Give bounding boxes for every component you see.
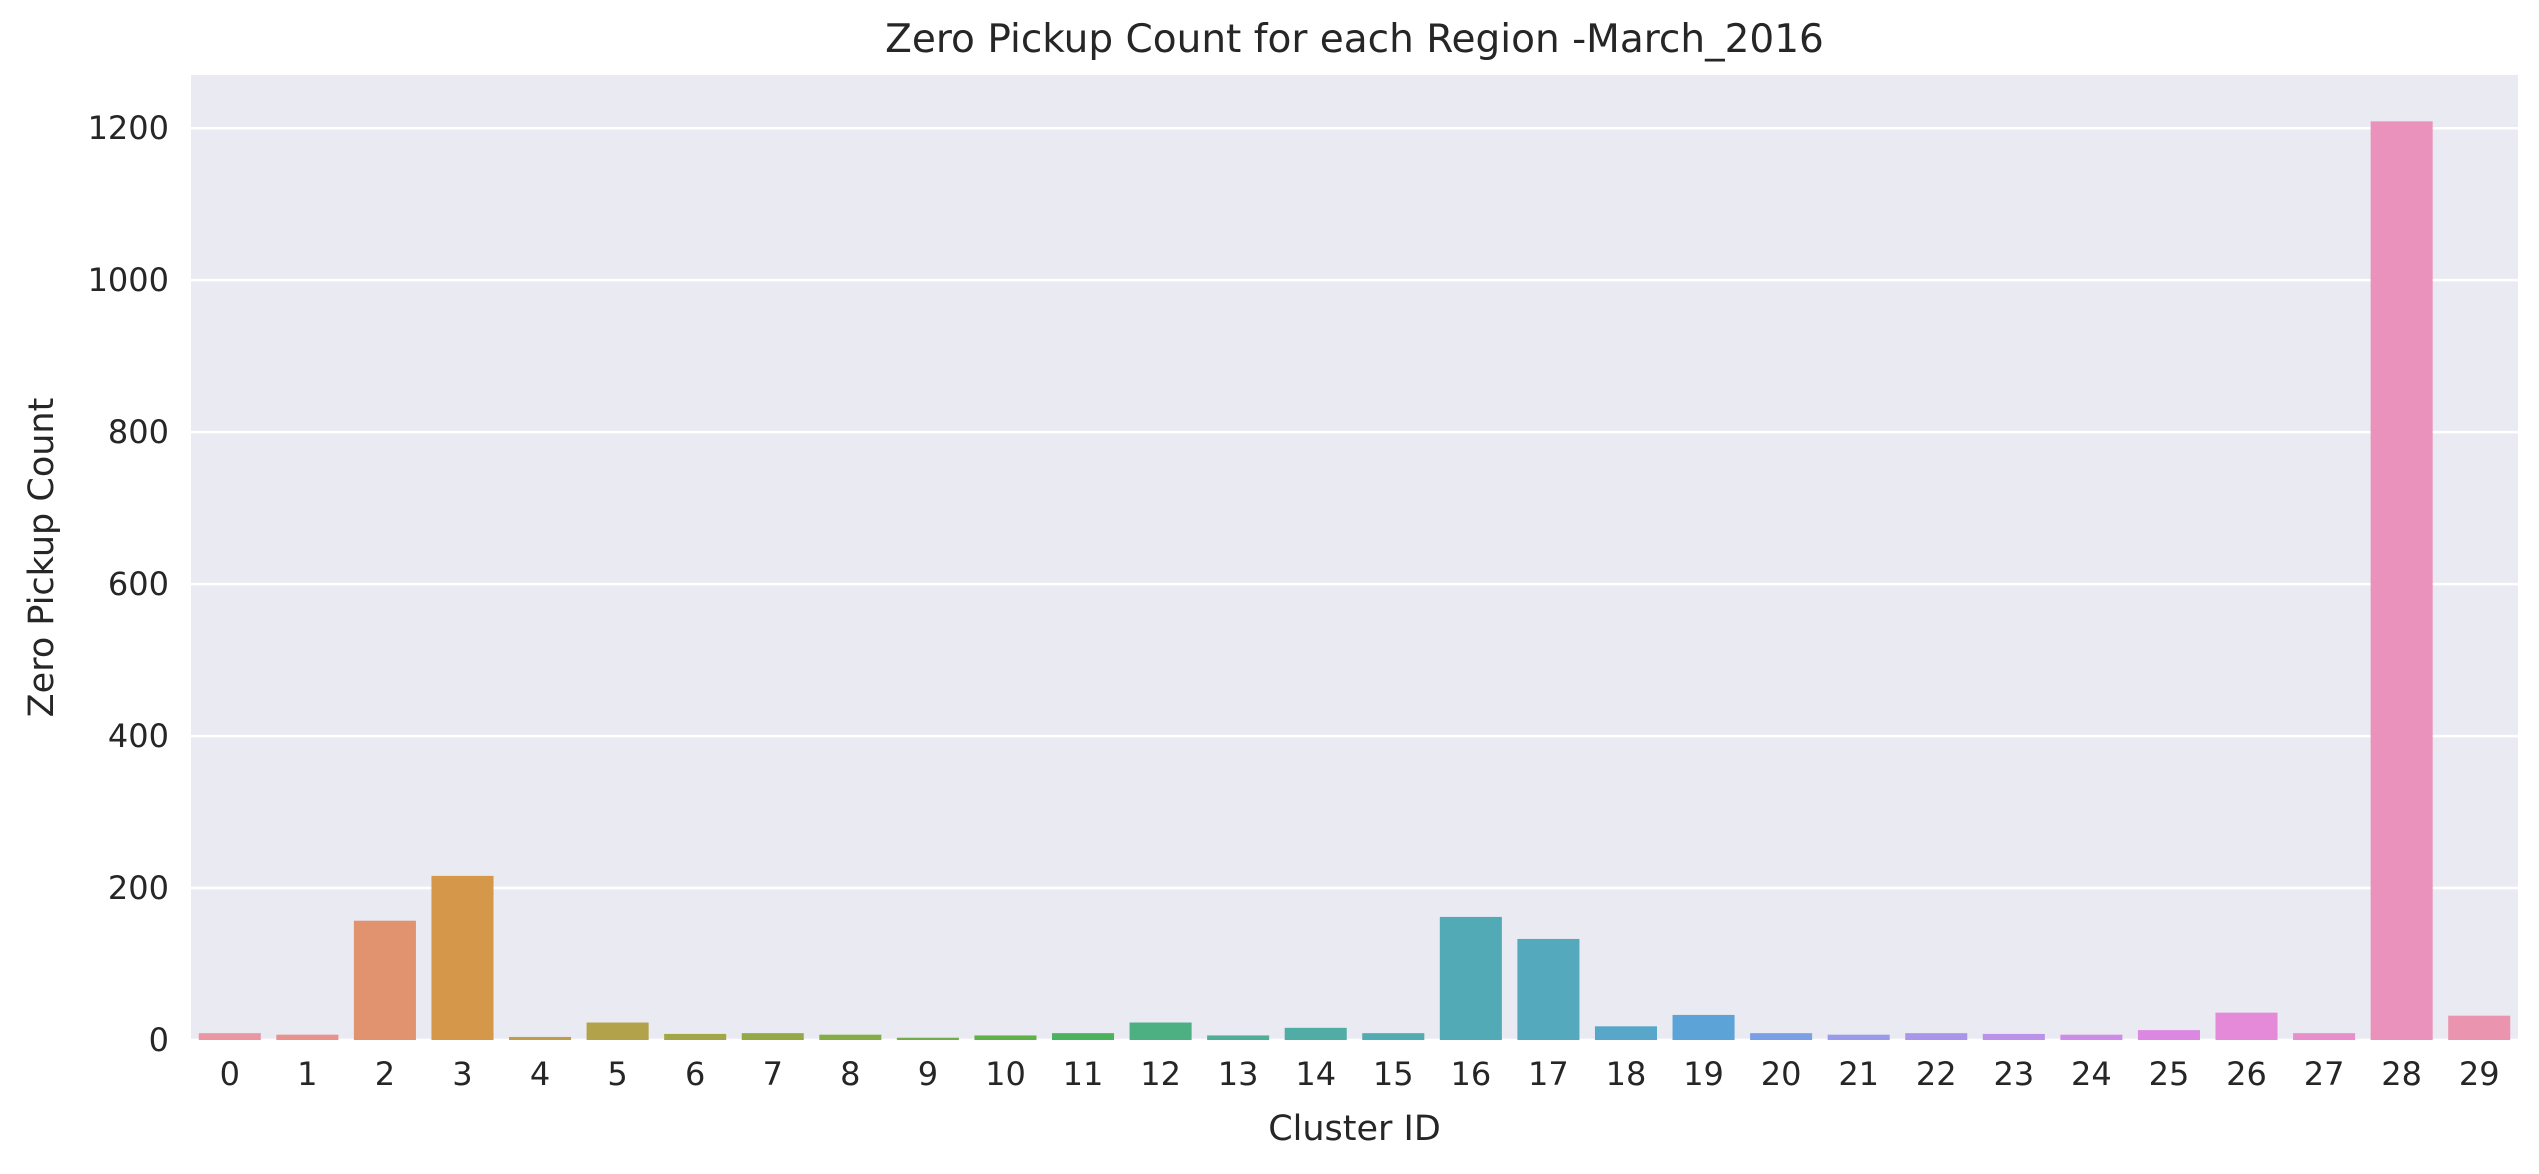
x-tick-label: 25 (2149, 1055, 2190, 1093)
x-tick-label: 4 (530, 1055, 550, 1093)
x-tick-label: 11 (1063, 1055, 1104, 1093)
x-axis-label: Cluster ID (1268, 1109, 1441, 1149)
bar-cluster-27 (2293, 1033, 2356, 1040)
x-tick-label: 23 (1993, 1055, 2034, 1093)
bar-cluster-28 (2370, 121, 2433, 1040)
plot-area (191, 75, 2518, 1040)
x-tick-label: 28 (2381, 1055, 2422, 1093)
bar-cluster-17 (1517, 938, 1580, 1040)
y-tick-label: 600 (108, 565, 169, 603)
x-tick-label: 9 (918, 1055, 938, 1093)
bar-cluster-2 (353, 920, 416, 1040)
x-tick-label: 19 (1683, 1055, 1724, 1093)
y-tick-label: 1200 (88, 109, 169, 147)
x-tick-label: 12 (1140, 1055, 1181, 1093)
x-tick-label: 8 (840, 1055, 860, 1093)
bar-cluster-29 (2448, 1015, 2511, 1040)
y-axis-label: Zero Pickup Count (22, 398, 62, 718)
x-tick-label: 3 (452, 1055, 472, 1093)
x-tick-label: 24 (2071, 1055, 2112, 1093)
x-tick-label: 17 (1528, 1055, 1569, 1093)
bars (198, 121, 2511, 1040)
gridlines (191, 126, 2518, 1042)
bar-cluster-8 (819, 1034, 882, 1040)
x-tick-label: 29 (2459, 1055, 2500, 1093)
bar-cluster-3 (431, 875, 494, 1040)
x-tick-label: 15 (1373, 1055, 1414, 1093)
bar-cluster-13 (1207, 1035, 1270, 1040)
bar-cluster-16 (1439, 916, 1502, 1040)
y-tick-label: 400 (108, 717, 169, 755)
x-tick-label: 7 (763, 1055, 783, 1093)
bar-cluster-0 (198, 1033, 261, 1040)
x-tick-label: 20 (1761, 1055, 1802, 1093)
bar-cluster-22 (1905, 1033, 1968, 1040)
y-tick-label: 0 (149, 1021, 169, 1059)
bar-cluster-12 (1129, 1022, 1192, 1040)
bar-cluster-20 (1750, 1033, 1813, 1040)
x-tick-label: 16 (1450, 1055, 1491, 1093)
bar-cluster-5 (586, 1022, 649, 1040)
x-tick-labels: 0 1 2 3 4 5 6 7 8 9 10 11 12 13 14 15 16 17 18 19 20 21 22 23 24… (220, 1055, 2500, 1093)
bar-cluster-21 (1827, 1034, 1890, 1040)
x-tick-label: 18 (1606, 1055, 1647, 1093)
x-tick-label: 2 (375, 1055, 395, 1093)
bar-cluster-23 (1982, 1033, 2045, 1040)
y-tick-label: 1000 (88, 261, 169, 299)
bar-cluster-24 (2060, 1034, 2123, 1040)
bar-cluster-26 (2215, 1012, 2278, 1040)
chart-title: Zero Pickup Count for each Region -March… (885, 17, 1824, 62)
x-tick-label: 1 (297, 1055, 317, 1093)
bar-cluster-25 (2137, 1030, 2200, 1040)
y-tick-label: 200 (108, 869, 169, 907)
x-tick-label: 27 (2304, 1055, 2345, 1093)
x-tick-label: 22 (1916, 1055, 1957, 1093)
bar-cluster-10 (974, 1035, 1037, 1040)
bar-cluster-15 (1362, 1033, 1425, 1040)
x-tick-label: 21 (1838, 1055, 1879, 1093)
x-tick-label: 5 (607, 1055, 627, 1093)
bar-cluster-4 (509, 1036, 572, 1040)
x-tick-label: 26 (2226, 1055, 2267, 1093)
bar-cluster-1 (276, 1034, 339, 1040)
bar-cluster-7 (741, 1033, 804, 1040)
bar-cluster-11 (1051, 1033, 1115, 1040)
bar-cluster-9 (896, 1037, 959, 1040)
bar-cluster-6 (664, 1033, 727, 1040)
x-tick-label: 6 (685, 1055, 705, 1093)
x-tick-label: 10 (985, 1055, 1026, 1093)
bar-cluster-14 (1284, 1027, 1347, 1040)
x-tick-label: 0 (220, 1055, 240, 1093)
x-tick-label: 13 (1218, 1055, 1259, 1093)
bar-cluster-19 (1672, 1014, 1735, 1040)
y-tick-label: 800 (108, 413, 169, 451)
bar-cluster-18 (1594, 1026, 1658, 1040)
x-tick-label: 14 (1295, 1055, 1336, 1093)
y-tick-labels: 0 200 400 600 800 1000 1200 (88, 109, 169, 1059)
